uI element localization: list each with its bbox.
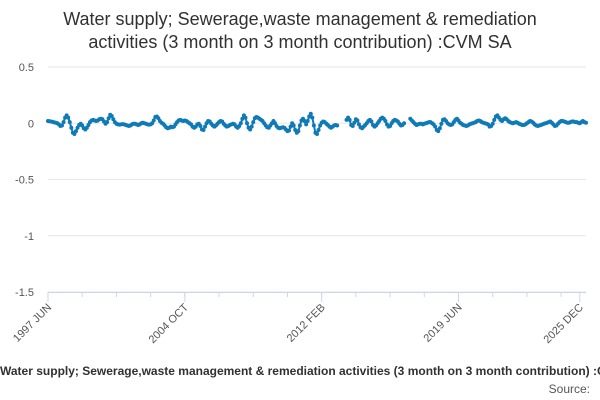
data-point (433, 124, 438, 129)
data-point (297, 123, 302, 128)
x-tick-label: 2012 FEB (285, 302, 328, 345)
data-point (66, 115, 71, 120)
data-point (352, 120, 357, 125)
data-point (201, 128, 206, 132)
data-point (310, 115, 315, 120)
data-point (584, 120, 588, 125)
data-point (296, 129, 301, 134)
data-point (288, 124, 293, 129)
source-label: Source: (548, 382, 590, 396)
data-point (238, 121, 243, 126)
data-point (105, 120, 110, 125)
x-tick-labels: 1997 JUN 2004 OCT 2012 FEB 2019 JUN 2025 DEC (11, 301, 586, 346)
data-point (437, 126, 442, 131)
data-point (490, 121, 495, 126)
data-point (59, 123, 64, 128)
data-point (302, 119, 307, 123)
x-tick-label: 2019 JUN (422, 302, 465, 345)
data-point (316, 128, 321, 132)
x-tick-label: 2025 DEC (542, 302, 586, 346)
data-point (106, 116, 111, 121)
legend: Water supply; Sewerage,waste management … (0, 364, 600, 382)
data-point (73, 129, 78, 134)
data-point (305, 119, 310, 123)
data-point (249, 124, 254, 129)
data-series (46, 111, 588, 136)
y-tick-label: -1 (24, 231, 34, 243)
data-point (304, 122, 309, 127)
y-tick-label: -1.5 (15, 287, 34, 299)
data-point (439, 121, 444, 126)
data-point (198, 124, 203, 129)
y-tick-label: 0.5 (19, 62, 34, 74)
data-point (291, 123, 296, 128)
data-point (311, 123, 316, 128)
chart-title-line-2: activities (3 month on 3 month contribut… (88, 32, 512, 52)
y-tick-labels: 0.5 0 -0.5 -1 -1.5 (15, 62, 34, 299)
data-point (109, 113, 114, 118)
data-point (287, 128, 292, 133)
data-point (203, 124, 208, 129)
chart-title: Water supply; Sewerage,waste management … (0, 8, 600, 54)
gridlines (48, 66, 586, 293)
legend-label: Water supply; Sewerage,waste management … (0, 364, 600, 378)
x-tick-label: 1997 JUN (11, 302, 54, 345)
data-point (402, 121, 407, 126)
data-point (347, 117, 352, 122)
axes (47, 292, 586, 302)
data-point (69, 125, 74, 130)
data-point (308, 111, 313, 116)
data-point (151, 118, 156, 123)
data-point (245, 121, 250, 126)
x-tick-label: 2004 OCT (147, 301, 192, 346)
data-point (243, 115, 248, 120)
data-point (335, 123, 340, 128)
data-point (369, 119, 374, 124)
y-tick-label: -0.5 (15, 175, 34, 187)
data-point (67, 120, 72, 125)
y-tick-label: 0 (28, 118, 34, 130)
data-point (240, 116, 245, 121)
data-point (492, 117, 497, 122)
data-point (315, 131, 319, 136)
data-point (355, 118, 360, 123)
data-point (383, 119, 388, 123)
data-point (350, 124, 355, 129)
data-point (61, 120, 66, 125)
data-point (251, 120, 256, 125)
chart-title-line-1: Water supply; Sewerage,waste management … (63, 9, 537, 29)
